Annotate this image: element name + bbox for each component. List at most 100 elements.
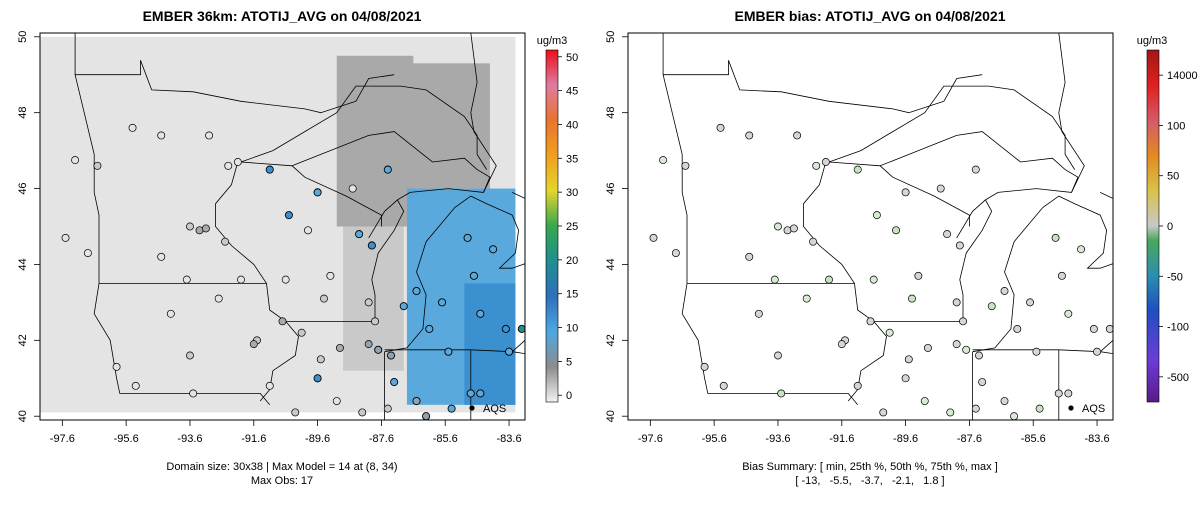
aqs-observation-point [221,237,230,246]
x-tick-label: -83.6 [1085,433,1110,445]
state-border [943,74,983,102]
bias-point [975,351,983,360]
aqs-observation-point [489,245,498,254]
bias-point [745,131,754,140]
bias-point [1064,309,1073,318]
aqs-observation-point [320,294,328,303]
y-tick-label: 50 [605,31,617,43]
bias-point [885,328,894,337]
bias-point [952,298,961,307]
aqs-observation-point [444,347,453,356]
colorbar-tick-label: 100 [1167,120,1185,132]
state-boundaries-right [662,33,1113,420]
state-border [662,33,945,114]
aqs-observation-point [284,211,293,220]
bias-point [716,123,725,132]
bias-point [971,404,980,413]
y-tick-label: 44 [605,258,617,270]
aqs-observation-point [469,271,478,280]
state-border [368,199,405,322]
colorbar-tick-label: 15 [566,289,578,301]
aqs-observation-point [364,340,373,349]
state-border [384,195,525,353]
x-tick-label: -89.6 [893,433,918,445]
aqs-observation-point [291,408,300,417]
aqs-observation-point [83,249,92,258]
aqs-observation-point [112,362,121,371]
right-chart-title: EMBER bias: ATOTIJ_AVG on 04/08/2021 [734,8,1005,24]
aqs-observation-point [371,317,379,326]
colorbar-tick-label: 25 [566,221,578,233]
y-tick-label: 44 [17,258,29,270]
bias-point [901,374,910,383]
state-border [828,85,1076,170]
bias-point [1013,324,1022,333]
aqs-observation-point [297,328,306,337]
bias-point [952,340,961,349]
left-colorbar: ug/m3 0 5 10 15 20 25 30 35 40 45 50 [537,35,578,403]
colorbar-tick-label: 50 [566,52,578,64]
aqs-observation-point [326,271,335,280]
state-border [662,74,688,284]
x-tick-label: -97.6 [50,433,75,445]
bias-point [936,184,945,193]
bias-point [777,389,786,398]
aqs-observation-point [425,324,434,333]
aqs-legend-label-left: AQS [483,403,506,415]
bias-point [869,275,878,284]
bias-point [1105,324,1113,333]
bias-point [825,275,833,284]
y-tick-label: 48 [605,107,617,119]
left-axes: -97.6 -95.6 -93.6 -91.6 -89.6 -87.6 -85.6 -83.6… [17,31,522,445]
x-tick-label: -93.6 [765,433,790,445]
bias-point [719,381,728,390]
bias-point [914,271,923,280]
state-border [1100,351,1113,355]
bias-point [700,362,709,371]
bias-point [1057,271,1066,280]
bias-point [1064,389,1073,398]
aqs-observation-point [281,275,290,284]
left-colorbar-ramp [545,49,559,403]
bias-point [774,351,782,360]
x-tick-label: -87.6 [957,433,982,445]
aqs-observation-point [278,317,287,326]
bias-point [1026,298,1034,307]
x-tick-label: -93.6 [177,433,202,445]
bias-point [959,317,967,326]
bias-point [908,294,916,303]
bias-point [943,230,952,239]
aqs-observation-point [157,252,166,261]
colorbar-tick-label: 30 [566,187,578,199]
state-border [803,161,874,322]
aqs-observation-point [504,347,514,356]
aqs-observation-point [348,184,357,193]
x-tick-label: -91.6 [241,433,266,445]
aqs-observation-point [374,345,383,354]
bias-point [962,345,971,354]
aqs-observation-point [412,286,421,296]
aqs-observation-point [205,131,214,140]
bias-point [754,309,763,318]
aqs-observation-point [265,165,274,174]
x-tick-label: -95.6 [114,433,139,445]
left-map-panel: -97.6 -95.6 -93.6 -91.6 -89.6 -87.6 -85.6 -83.6… [17,31,526,445]
state-border [512,351,525,355]
x-tick-label: -89.6 [305,433,330,445]
y-tick-label: 46 [17,182,29,194]
model-grid-region [464,283,516,405]
aqs-observation-point [214,294,223,303]
aqs-observation-point [386,351,396,360]
aqs-observation-point [157,131,166,140]
bias-point [802,294,811,303]
colorbar-tick-label: -50 [1167,271,1183,283]
aqs-observation-points [61,123,525,420]
state-border [972,195,1113,353]
colorbar-tick-label: 35 [566,153,578,165]
state-border [355,74,395,102]
colorbar-tick-label: 10 [566,323,578,335]
model-grid-region [343,226,404,371]
aqs-observation-point [71,156,80,165]
bias-point [923,343,932,352]
aqs-observation-point [447,404,456,413]
